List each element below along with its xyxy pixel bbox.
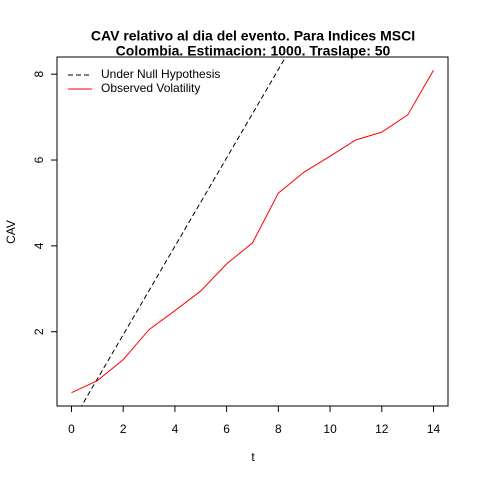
x-axis-label: t — [251, 450, 255, 464]
x-tick-label: 6 — [223, 422, 230, 436]
x-tick-label: 14 — [427, 422, 441, 436]
x-tick-label: 12 — [375, 422, 389, 436]
y-axis-label: CAV — [4, 220, 18, 244]
x-tick-label: 4 — [172, 422, 179, 436]
y-tick-label: 6 — [32, 156, 46, 163]
legend-label: Observed Volatility — [101, 81, 200, 95]
chart-title: Colombia. Estimacion: 1000. Traslape: 50 — [116, 43, 391, 59]
y-tick-label: 4 — [32, 242, 46, 249]
y-tick-label: 2 — [32, 328, 46, 335]
legend-label: Under Null Hypothesis — [101, 67, 220, 81]
plot-box — [56, 56, 449, 407]
x-tick-label: 2 — [120, 422, 127, 436]
y-tick-label: 8 — [32, 71, 46, 78]
chart-title: CAV relativo al dia del evento. Para Ind… — [91, 28, 415, 44]
x-tick-label: 8 — [275, 422, 282, 436]
x-tick-label: 10 — [323, 422, 337, 436]
series-line — [71, 70, 434, 394]
x-tick-label: 0 — [68, 422, 75, 436]
